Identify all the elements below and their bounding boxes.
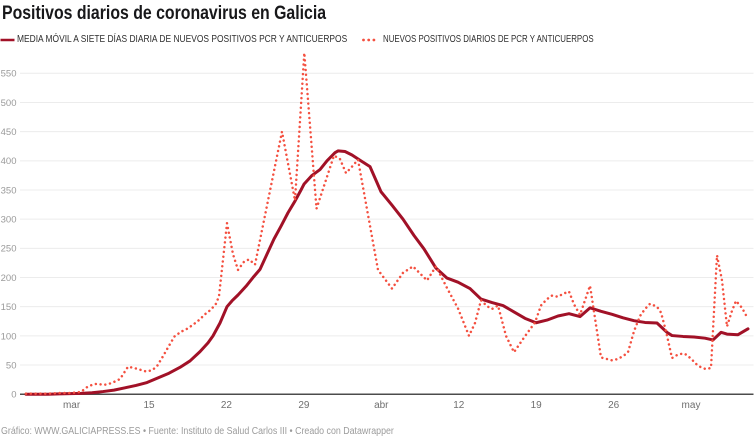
svg-text:550: 550 (1, 69, 17, 80)
svg-text:100: 100 (1, 331, 17, 342)
svg-text:mar: mar (63, 400, 81, 411)
svg-text:15: 15 (143, 400, 155, 411)
svg-text:500: 500 (1, 98, 17, 109)
svg-text:50: 50 (6, 360, 17, 371)
svg-text:12: 12 (453, 400, 465, 411)
svg-text:150: 150 (1, 302, 17, 313)
svg-text:26: 26 (608, 400, 620, 411)
svg-text:300: 300 (1, 215, 17, 226)
svg-text:29: 29 (298, 400, 310, 411)
svg-text:0: 0 (11, 390, 16, 401)
svg-text:19: 19 (531, 400, 543, 411)
svg-text:may: may (682, 400, 701, 411)
svg-text:450: 450 (1, 127, 17, 138)
svg-text:abr: abr (374, 400, 389, 411)
svg-text:250: 250 (1, 244, 17, 255)
svg-text:22: 22 (221, 400, 233, 411)
svg-text:350: 350 (1, 185, 17, 196)
svg-text:400: 400 (1, 156, 17, 167)
svg-text:200: 200 (1, 273, 17, 284)
